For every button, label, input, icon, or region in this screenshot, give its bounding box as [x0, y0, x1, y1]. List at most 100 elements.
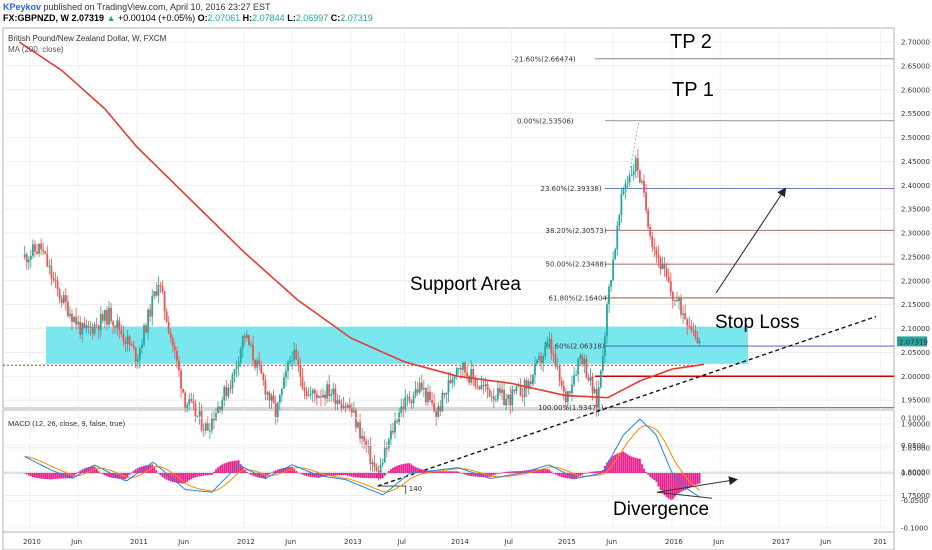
- macd-hist-bar: [540, 469, 543, 473]
- publish-info: KPeykov published on TradingView.com, Ap…: [3, 2, 271, 13]
- candle-body: [433, 403, 436, 412]
- candle-body: [155, 291, 158, 296]
- macd-hist-bar: [305, 473, 308, 477]
- author-name[interactable]: KPeykov: [3, 2, 42, 12]
- macd-hist-bar: [81, 469, 84, 473]
- candle-body: [280, 388, 283, 395]
- macd-hist-bar: [513, 471, 516, 473]
- candle-body: [647, 210, 650, 228]
- macd-hist-bar: [346, 473, 349, 476]
- candle-body: [546, 341, 549, 346]
- macd-hist-bar: [449, 471, 452, 473]
- macd-hist-bar: [542, 469, 545, 473]
- candle-body: [180, 370, 182, 389]
- macd-hist-bar: [597, 471, 600, 473]
- fib-level-label: 23.60%(2.39338): [541, 185, 602, 193]
- candle-body: [101, 314, 104, 321]
- macd-hist-bar: [42, 473, 45, 479]
- candle-body: [554, 354, 557, 367]
- macd-hist-bar: [110, 473, 112, 478]
- candle-body: [293, 349, 296, 361]
- candle-body: [381, 462, 384, 465]
- macd-hist-bar: [340, 473, 343, 476]
- candle-body: [464, 362, 466, 373]
- candle-body: [622, 188, 625, 194]
- support-zone[interactable]: [46, 326, 748, 364]
- macd-hist-bar: [369, 473, 372, 479]
- candle-body: [492, 396, 495, 400]
- macd-hist-bar: [38, 473, 40, 479]
- candle-body: [507, 394, 510, 399]
- candle-body: [532, 374, 534, 385]
- macd-hist-bar: [225, 462, 228, 473]
- candle-body: [241, 335, 244, 349]
- candle-body: [497, 388, 499, 400]
- macd-hist-bar: [488, 473, 491, 478]
- price-tick-label: 2.55000: [901, 110, 930, 118]
- macd-hist-bar: [554, 473, 557, 475]
- low-value: 2.06997: [295, 13, 329, 23]
- time-tick-label: 2015: [558, 538, 576, 546]
- candle-body: [309, 393, 312, 395]
- fibonacci-retracement[interactable]: -21.60%(2.66474) 0.00%(2.53506) 23.60%(2.3…: [512, 55, 894, 412]
- candle-body: [254, 360, 257, 368]
- macd-hist-bar: [390, 469, 392, 473]
- candle-body: [663, 263, 666, 269]
- candle-body: [628, 176, 631, 183]
- candle-body: [385, 448, 388, 450]
- candle-body: [297, 359, 300, 365]
- fib-level-label: 100.00%(1.93471): [538, 404, 604, 412]
- candle-body: [227, 387, 230, 397]
- macd-hist-bar: [155, 470, 158, 473]
- macd-hist-bar: [229, 461, 232, 473]
- trendline[interactable]: [377, 315, 877, 487]
- candle-body: [202, 429, 205, 431]
- macd-hist-bar: [75, 473, 77, 475]
- candle-body: [435, 411, 438, 417]
- candle-body: [383, 448, 386, 463]
- macd-hist-bar: [676, 473, 678, 495]
- macd-hist-bar: [558, 473, 561, 477]
- candle-body: [50, 265, 53, 279]
- candle-body: [334, 388, 337, 404]
- macd-hist-bar: [593, 471, 596, 473]
- macd-tick-label: -0.0500: [901, 497, 928, 505]
- candle-body: [455, 368, 458, 376]
- candle-body: [680, 297, 682, 315]
- candle-body: [141, 344, 143, 349]
- candle-body: [544, 345, 547, 357]
- divergence-arrow[interactable]: [656, 476, 738, 493]
- candle-body: [676, 299, 678, 302]
- candle-body: [219, 406, 222, 411]
- candle-body: [268, 392, 271, 401]
- macd-hist-bar: [71, 473, 73, 479]
- macd-hist-bar: [653, 473, 656, 481]
- candle-body: [550, 338, 553, 354]
- time-tick-label: Jun: [70, 538, 82, 546]
- macd-hist-bar: [48, 473, 51, 480]
- macd-hist-bar: [416, 467, 419, 473]
- target-arrow[interactable]: [715, 187, 787, 294]
- time-tick-label: 2012: [237, 538, 255, 546]
- candle-body: [601, 355, 604, 371]
- symbol-quote: FX:GBPNZD, W 2.07319 ▲ +0.00104 (+0.05%)…: [3, 13, 373, 24]
- macd-hist-bar: [591, 471, 594, 473]
- price-tick-label: 2.45000: [901, 158, 930, 166]
- price-tick-label: 2.70000: [901, 39, 930, 47]
- candle-body: [278, 394, 281, 403]
- candle-body: [536, 359, 538, 364]
- macd-hist-bar: [482, 473, 485, 478]
- macd-hist-bar: [223, 463, 226, 473]
- macd-hist-bar: [233, 460, 236, 473]
- candle-body: [634, 158, 637, 172]
- macd-hist-bar: [439, 471, 442, 473]
- candle-body: [245, 335, 248, 338]
- macd-hist-bar: [153, 466, 156, 473]
- candle-body: [618, 215, 621, 226]
- macd-hist-bar: [696, 473, 699, 485]
- price-tick-label: 2.15000: [901, 301, 930, 309]
- macd-hist-bar: [221, 464, 224, 473]
- candle-body: [248, 335, 250, 346]
- macd-hist-bar: [165, 473, 168, 480]
